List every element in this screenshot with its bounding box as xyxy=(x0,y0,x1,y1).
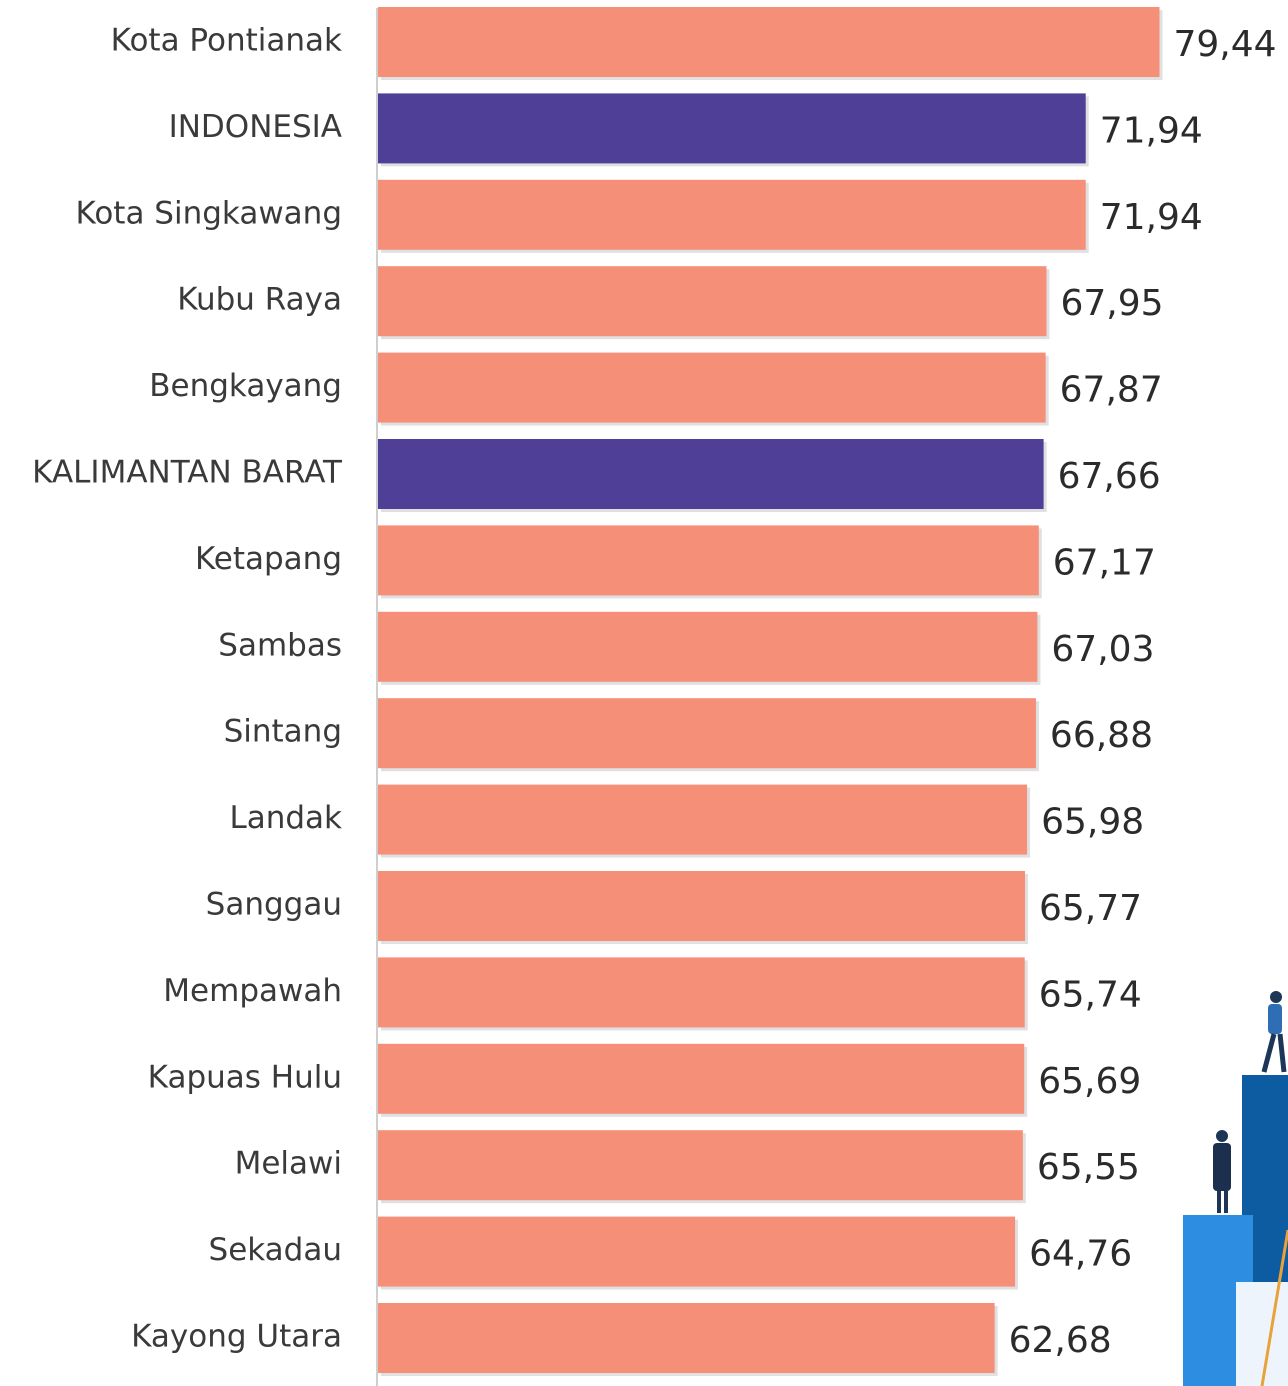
category-label: Melawi xyxy=(235,1146,342,1182)
illustration-person xyxy=(1268,1004,1282,1034)
value-label: 65,77 xyxy=(1039,888,1142,929)
illustration xyxy=(1183,991,1288,1386)
value-label: 71,94 xyxy=(1100,197,1203,238)
value-label: 65,55 xyxy=(1037,1147,1140,1188)
category-label: Sekadau xyxy=(209,1232,342,1268)
value-label: 65,74 xyxy=(1039,974,1142,1015)
bar xyxy=(378,957,1025,1028)
bar xyxy=(378,1043,1025,1114)
bar xyxy=(378,611,1038,682)
value-label: 67,17 xyxy=(1053,542,1156,583)
category-label: Ketapang xyxy=(195,541,342,577)
illustration-block xyxy=(1236,1282,1288,1386)
bar xyxy=(378,784,1028,855)
category-label: Sambas xyxy=(218,627,342,663)
category-label: Mempawah xyxy=(163,973,342,1009)
category-label: Kota Singkawang xyxy=(76,195,342,231)
bar xyxy=(378,525,1039,596)
value-label: 64,76 xyxy=(1029,1234,1132,1275)
value-label: 65,98 xyxy=(1041,802,1144,843)
value-label: 67,95 xyxy=(1060,283,1163,324)
illustration-person xyxy=(1216,1130,1228,1142)
value-label: 71,94 xyxy=(1100,110,1203,151)
illustration-ladder xyxy=(1260,1229,1288,1386)
category-label: Bengkayang xyxy=(149,368,342,404)
bar xyxy=(378,871,1026,941)
category-label: Kayong Utara xyxy=(131,1319,342,1355)
illustration-person xyxy=(1213,1143,1231,1191)
value-label: 65,69 xyxy=(1038,1061,1141,1102)
bar xyxy=(378,1130,1023,1201)
illustration-person xyxy=(1261,1033,1277,1073)
value-label: 66,88 xyxy=(1050,715,1153,756)
bar xyxy=(378,439,1044,509)
value-label: 67,87 xyxy=(1060,370,1163,411)
value-label: 79,44 xyxy=(1173,24,1276,65)
category-label: INDONESIA xyxy=(169,109,342,145)
value-label: 62,68 xyxy=(1009,1320,1112,1361)
value-label: 67,03 xyxy=(1051,629,1154,670)
category-label: Kota Pontianak xyxy=(111,23,342,59)
bar xyxy=(378,698,1036,769)
category-label: Kapuas Hulu xyxy=(148,1059,342,1095)
bar xyxy=(378,1216,1016,1287)
bar xyxy=(378,352,1046,423)
value-label: 67,66 xyxy=(1058,456,1161,497)
category-label: Sintang xyxy=(224,714,342,750)
illustration-person xyxy=(1270,991,1282,1003)
category-label: KALIMANTAN BARAT xyxy=(32,455,343,491)
bar xyxy=(378,93,1086,164)
illustration-person xyxy=(1277,1033,1287,1073)
bar xyxy=(378,1303,995,1373)
category-label: Landak xyxy=(229,800,342,836)
category-label: Kubu Raya xyxy=(177,282,342,318)
category-label: Sanggau xyxy=(206,887,342,923)
bar xyxy=(378,179,1086,250)
bar xyxy=(378,266,1047,337)
bar xyxy=(378,7,1160,77)
